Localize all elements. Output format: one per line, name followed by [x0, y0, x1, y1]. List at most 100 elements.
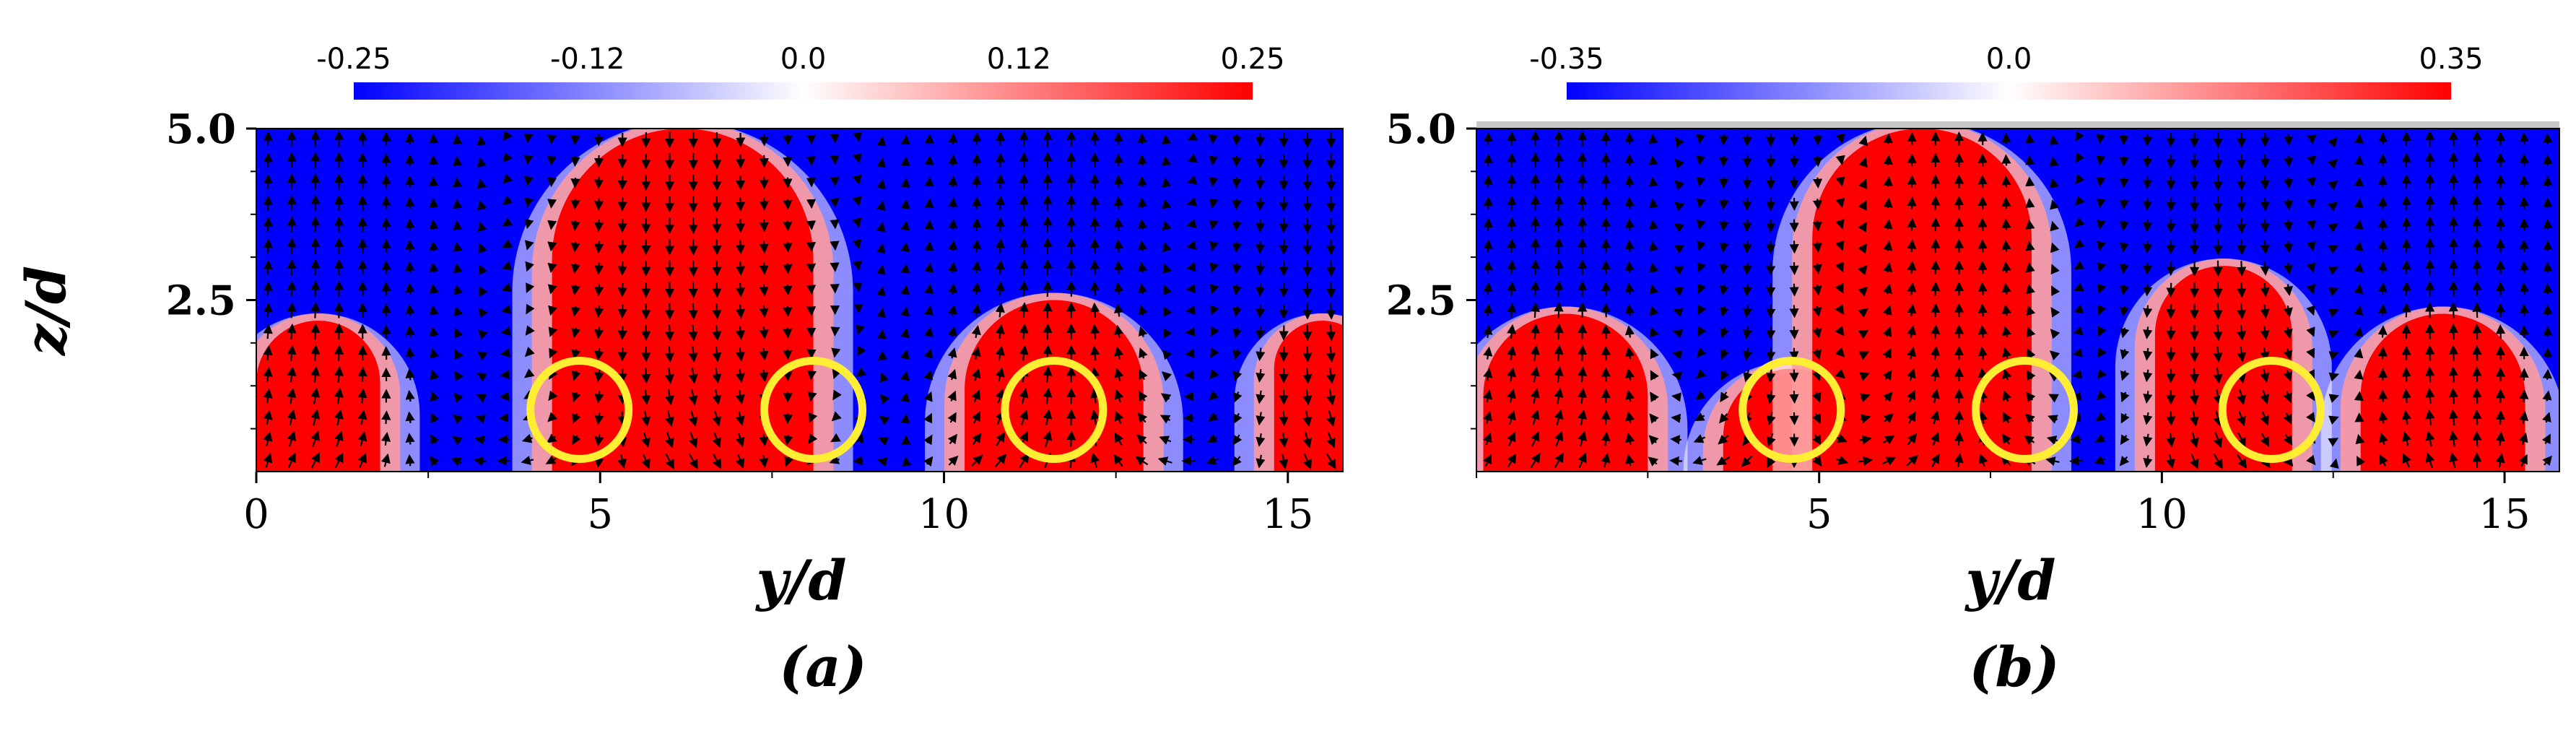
velocity-arrow — [1977, 346, 1988, 360]
velocity-arrow — [1907, 217, 1917, 231]
velocity-arrow — [641, 454, 650, 469]
velocity-arrow — [454, 349, 464, 360]
velocity-arrow — [1697, 283, 1707, 295]
velocity-arrow — [310, 323, 321, 340]
velocity-arrow — [477, 329, 488, 340]
velocity-arrow — [547, 412, 558, 422]
velocity-arrow — [263, 367, 273, 382]
velocity-arrow — [2166, 411, 2176, 426]
velocity-arrow — [2143, 305, 2153, 318]
velocity-arrow — [1186, 175, 1198, 185]
velocity-arrow — [1858, 157, 1868, 168]
velocity-arrow — [2026, 391, 2036, 402]
colorbar-tick-label: 0.35 — [2419, 43, 2483, 76]
velocity-arrow — [2026, 305, 2036, 316]
velocity-arrow — [1162, 263, 1172, 274]
velocity-arrow — [1209, 347, 1219, 358]
velocity-arrow — [2519, 410, 2529, 424]
velocity-arrow — [547, 284, 557, 295]
velocity-arrow — [525, 325, 535, 336]
velocity-arrow — [995, 259, 1006, 275]
velocity-arrow — [2027, 348, 2036, 360]
velocity-arrow — [1835, 240, 1845, 251]
velocity-arrow — [523, 368, 535, 378]
velocity-arrow — [924, 240, 934, 251]
velocity-arrow — [1625, 454, 1635, 467]
velocity-arrow — [2448, 366, 2458, 383]
xtick-label: 0 — [243, 491, 269, 538]
velocity-arrow — [735, 390, 745, 405]
velocity-arrow — [1931, 303, 1941, 317]
velocity-arrow — [263, 195, 273, 211]
velocity-arrow — [453, 241, 463, 252]
velocity-arrow — [1232, 263, 1242, 274]
velocity-arrow — [1718, 134, 1729, 146]
velocity-arrow — [1858, 286, 1868, 297]
velocity-arrow — [1697, 240, 1706, 251]
velocity-arrow — [1578, 409, 1588, 425]
velocity-arrow — [1674, 244, 1684, 254]
velocity-arrow — [2328, 394, 2340, 403]
velocity-arrow — [1835, 219, 1845, 230]
velocity-arrow — [497, 434, 510, 444]
velocity-arrow — [1114, 389, 1124, 403]
velocity-arrow — [900, 306, 910, 317]
velocity-arrow — [2283, 434, 2293, 446]
velocity-arrow — [2072, 369, 2083, 379]
velocity-arrow — [310, 430, 320, 447]
velocity-arrow — [1483, 454, 1492, 467]
velocity-arrow — [1789, 391, 1799, 404]
velocity-arrow — [923, 326, 934, 337]
velocity-arrow — [948, 240, 958, 251]
velocity-arrow — [2166, 304, 2176, 319]
velocity-arrow — [1977, 324, 1988, 339]
velocity-arrow — [594, 412, 604, 425]
velocity-arrow — [688, 324, 698, 342]
velocity-arrow — [2260, 433, 2269, 447]
velocity-arrow — [900, 242, 910, 253]
velocity-arrow — [1232, 220, 1242, 232]
velocity-arrow — [2260, 390, 2270, 404]
velocity-arrow — [2119, 285, 2129, 296]
velocity-arrow — [900, 285, 910, 295]
velocity-arrow — [712, 217, 722, 234]
velocity-arrow — [549, 347, 558, 359]
velocity-arrow — [1113, 153, 1123, 167]
velocity-arrow — [430, 456, 440, 467]
positive-region — [1274, 321, 1343, 472]
velocity-arrow — [2328, 308, 2339, 318]
velocity-arrow — [1674, 158, 1685, 169]
velocity-arrow — [972, 153, 982, 167]
velocity-arrow — [688, 346, 698, 363]
velocity-arrow — [501, 282, 512, 292]
velocity-arrow — [1530, 366, 1540, 383]
velocity-arrow — [1649, 284, 1659, 295]
velocity-arrow — [1883, 197, 1893, 209]
velocity-arrow — [1326, 346, 1336, 363]
velocity-arrow — [995, 238, 1006, 253]
highlight-circle — [2218, 357, 2325, 463]
velocity-arrow — [1507, 345, 1517, 360]
velocity-arrow — [1812, 413, 1822, 425]
velocity-arrow — [1232, 134, 1242, 146]
velocity-arrow — [972, 239, 982, 253]
velocity-arrow — [2472, 366, 2482, 383]
velocity-arrow — [1483, 346, 1493, 360]
velocity-arrow — [287, 409, 297, 425]
velocity-arrow — [1648, 435, 1659, 446]
velocity-arrow — [1742, 240, 1752, 254]
velocity-arrow — [1507, 431, 1516, 446]
velocity-arrow — [429, 240, 439, 251]
velocity-arrow — [2143, 369, 2153, 383]
velocity-arrow — [1137, 175, 1147, 187]
velocity-arrow — [759, 283, 769, 297]
velocity-arrow — [1743, 369, 1753, 383]
velocity-arrow — [594, 433, 604, 447]
velocity-arrow — [1139, 347, 1148, 359]
velocity-arrow — [2328, 266, 2339, 275]
velocity-arrow — [2166, 240, 2176, 255]
velocity-arrow — [2073, 304, 2084, 313]
velocity-arrow — [876, 200, 886, 211]
velocity-arrow — [1507, 217, 1517, 232]
